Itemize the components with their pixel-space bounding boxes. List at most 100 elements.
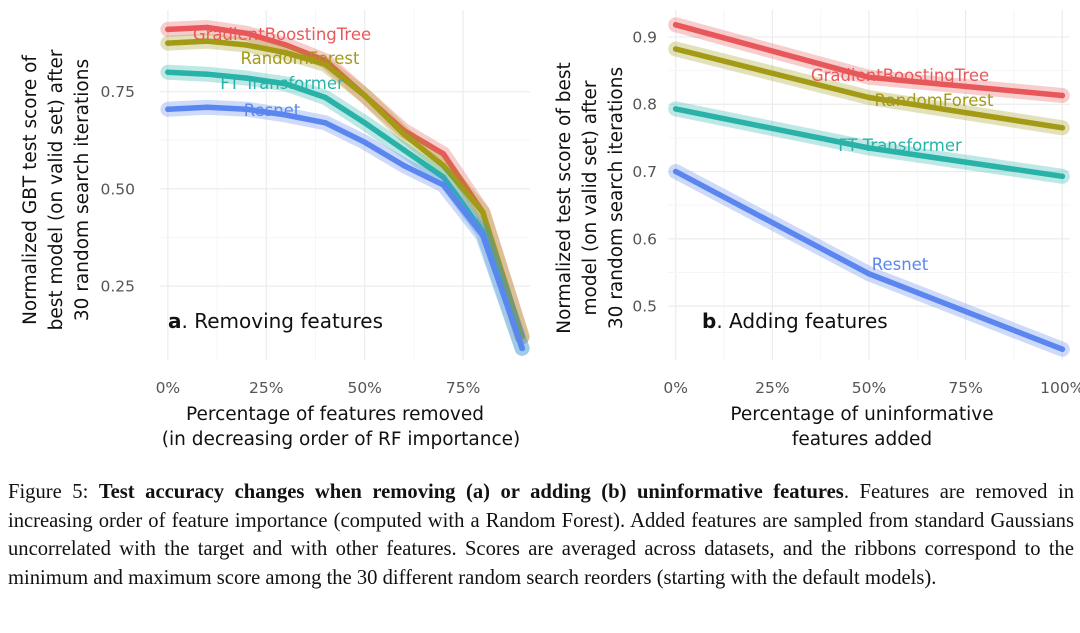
panel-b-y-label-line-3: 30 random search iterations [606,67,627,329]
x-tick-label: 0% [663,379,688,397]
data-point-ft [322,94,329,101]
panel-a-x-ticks: 0% 25% 50% 75% [156,379,481,397]
panel-a-title: a. Removing features [168,309,383,333]
x-tick-label: 75% [446,379,480,397]
data-point-rf [440,162,447,169]
series-label-resnet: Resnet [872,255,929,274]
data-point-ft [204,71,210,77]
caption-lead: Figure 5: [8,481,99,503]
x-tick-label: 100% [1040,379,1080,397]
panel-b-x-ticks: 0% 25% 50% 75% 100% [663,379,1080,397]
data-point-rf [361,92,368,99]
data-point-rf [322,61,329,68]
panel-a-series-labels: GradientBoostingTree RandomForest FT Trans… [193,25,371,120]
series-label-rf: RandomForest [241,49,360,68]
data-point-ft [440,174,447,180]
data-point-resnet [866,271,872,277]
data-point-resnet [480,232,486,239]
data-point-rf [1059,125,1066,131]
panel-b-y-label-line-2: model (on valid set) after [580,80,601,315]
data-point-ft [672,106,679,112]
data-point-rf [480,209,486,215]
data-point-gbt [1059,92,1066,99]
y-tick-label: 0.25 [100,278,135,296]
data-point-ft [401,147,407,153]
panel-a-grid [160,10,530,360]
series-label-resnet: Resnet [244,101,301,120]
data-point-rf [165,40,171,46]
panel-b-title: b. Adding features [702,309,888,333]
panel-b-x-label-line-1: Percentage of uninformative [730,404,993,425]
series-label-ft: FT Transformer [838,136,962,155]
data-point-rf [672,46,679,52]
data-point-ft [1059,173,1066,180]
data-point-ft [165,69,171,75]
data-point-gbt [243,30,250,37]
panel-a: GradientBoostingTree RandomForest FT Trans… [20,10,530,450]
panel-a-x-label-line-2: (in decreasing order of RF importance) [162,429,521,450]
data-point-resnet [243,106,250,112]
y-tick-label: 0.6 [632,230,657,248]
data-point-rf [204,38,210,44]
data-point-gbt [204,24,210,31]
panel-b: GradientBoostingTree RandomForest FT Trans… [554,10,1080,450]
series-label-ft: FT Transformer [220,74,344,93]
caption-bold: Test accuracy changes when removing (a) … [98,481,844,503]
x-tick-label: 75% [948,379,982,397]
data-point-resnet [361,139,368,145]
panel-b-series-labels: GradientBoostingTree RandomForest FT Trans… [811,66,994,274]
data-point-rf [866,94,872,101]
data-point-ft [866,145,872,151]
x-tick-label: 25% [755,379,789,397]
x-tick-label: 0% [156,379,181,397]
data-point-resnet [1059,346,1066,353]
data-point-rf [283,50,289,56]
data-point-gbt [165,26,171,33]
panel-a-y-label-line-1: Normalized GBT test score of [20,55,41,325]
panel-b-series [668,17,1070,357]
series-label-gbt: GradientBoostingTree [811,66,989,85]
series-label-rf: RandomForest [875,91,994,110]
data-point-gbt [672,22,679,28]
data-point-rf [243,42,250,48]
data-point-gbt [283,42,289,48]
data-point-resnet [322,120,329,126]
data-point-resnet [672,168,679,175]
data-point-ft [243,75,250,81]
panel-a-y-ticks: 0.25 0.50 0.75 [100,83,135,295]
y-tick-label: 0.50 [100,180,135,198]
data-point-resnet [283,112,289,118]
y-tick-label: 0.75 [100,83,135,101]
panel-b-y-ticks: 0.5 0.6 0.7 0.8 0.9 [632,28,657,315]
x-tick-label: 50% [852,379,886,397]
series-line-resnet [165,104,525,352]
panel-a-y-label-line-3: 30 random search iterations [72,59,93,321]
series-line-ft [165,69,525,352]
panel-b-grid [668,10,1070,360]
data-point-resnet [519,345,525,352]
x-tick-label: 25% [249,379,283,397]
series-line-rf [165,38,525,340]
y-tick-label: 0.7 [632,163,657,181]
data-point-gbt [440,151,447,157]
panel-a-y-label-line-2: best model (on valid set) after [46,49,67,330]
panel-b-y-label-line-1: Normalized test score of best [554,62,575,334]
series-label-gbt: GradientBoostingTree [193,25,371,44]
panel-a-x-label-line-1: Percentage of features removed [186,404,484,425]
data-point-gbt [866,74,872,81]
panel-b-x-label-line-2: features added [792,429,932,450]
panel-a-plot-area [160,10,530,360]
data-point-ft [361,120,368,126]
data-point-resnet [165,106,171,112]
panel-a-series [160,20,530,356]
caption-rest: . Features are removed in increasing ord… [8,481,1074,589]
data-point-ft [283,81,289,87]
figure-caption: Figure 5: Test accuracy changes when rem… [8,478,1074,592]
data-point-resnet [440,182,447,188]
y-tick-label: 0.9 [632,28,657,46]
data-point-resnet [204,104,210,110]
data-point-rf [401,131,407,138]
figure-charts: GradientBoostingTree RandomForest FT Trans… [20,10,1080,450]
data-point-resnet [401,162,407,169]
y-tick-label: 0.5 [632,298,657,316]
